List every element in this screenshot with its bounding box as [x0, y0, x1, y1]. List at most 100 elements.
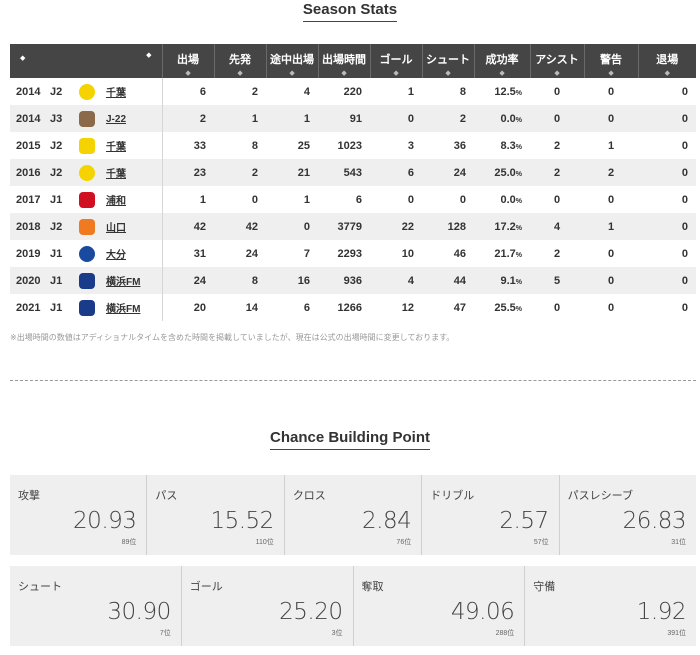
- yellow-card-cell: 0: [607, 193, 615, 206]
- cb-rank: 110位: [255, 539, 274, 546]
- cb-label: 守備: [533, 581, 556, 593]
- column-header[interactable]: シュート ◆: [422, 44, 475, 78]
- year-cell: 2014: [16, 85, 41, 98]
- cb-label: ドリブル: [430, 490, 475, 502]
- team-emblem-icon: [72, 78, 102, 105]
- stat-cell: 8: [214, 267, 267, 294]
- stat-cell: 33: [193, 139, 207, 152]
- team-link[interactable]: 山口: [106, 223, 126, 234]
- stat-cell: 0: [407, 193, 415, 206]
- column-header[interactable]: 先発 ◆: [214, 44, 267, 78]
- team-link[interactable]: 大分: [106, 250, 126, 261]
- table-row: 2017 J1 浦和 1 0 1 6 0 0 0.0% 0 0 0: [10, 186, 696, 213]
- stat-cell: 44: [422, 267, 475, 294]
- team-emblem-icon: [72, 105, 102, 132]
- yellow-card-cell: 0: [584, 267, 639, 294]
- table-body: 2014 J2 千葉 6 2 4 220 1 8 12.5% 0 0 0 2014 J3 J-22 2 1 1 91 0…: [10, 78, 697, 321]
- cb-value: 20.93: [73, 508, 137, 534]
- league-cell: J2: [50, 159, 72, 186]
- stat-cell: 0: [251, 193, 259, 206]
- column-header[interactable]: 警告 ◆: [584, 44, 639, 78]
- assist-cell: 0: [553, 193, 561, 206]
- red-card-cell: 0: [681, 247, 689, 260]
- stat-cell: 23: [162, 159, 215, 186]
- team-link[interactable]: 千葉: [106, 142, 126, 153]
- section-divider: [10, 380, 696, 381]
- cb-value: 26.83: [622, 508, 687, 534]
- cb-label: ゴール: [189, 581, 223, 593]
- stat-cell: 16: [266, 267, 319, 294]
- red-card-cell: 0: [638, 267, 697, 294]
- cb-rank: 288位: [495, 630, 515, 637]
- table-row: 2014 J2 千葉 6 2 4 220 1 8 12.5% 0 0 0: [10, 78, 696, 105]
- team-link[interactable]: 浦和: [106, 196, 126, 207]
- stat-cell: 46: [453, 247, 467, 260]
- chance-building-cell: 守備 1.92 391位: [525, 566, 696, 646]
- yellow-card-cell: 0: [607, 85, 615, 98]
- sort-icon: ◆: [289, 70, 295, 77]
- stat-cell: 1023: [337, 139, 363, 152]
- stat-cell: 220: [343, 85, 363, 98]
- league-cell: J2: [50, 85, 63, 98]
- stat-cell: 4: [370, 267, 423, 294]
- league-cell: J3: [50, 105, 72, 132]
- stat-cell: 14: [245, 301, 259, 314]
- team-emblem-icon: [72, 294, 102, 321]
- team-link[interactable]: 千葉: [106, 88, 126, 99]
- yellow-card-cell: 1: [607, 139, 615, 152]
- chance-building-title: Chance Building Point: [270, 428, 430, 450]
- sort-icon: ◆: [20, 55, 26, 62]
- sort-icon: ◆: [608, 70, 614, 77]
- stat-cell: 6: [370, 159, 423, 186]
- stat-cell: 91: [318, 105, 371, 132]
- pct-cell: 25.5%: [494, 301, 523, 314]
- stat-cell: 3779: [318, 213, 371, 240]
- sort-header-team[interactable]: ◆ ◆: [10, 44, 163, 78]
- year-cell: 2016: [10, 159, 50, 186]
- stat-cell: 2: [422, 105, 475, 132]
- assist-cell: 5: [530, 267, 585, 294]
- cb-value: 30.90: [107, 599, 171, 625]
- assist-cell: 4: [530, 213, 585, 240]
- column-header[interactable]: 成功率 ◆: [474, 44, 531, 78]
- stat-cell: 2: [214, 159, 267, 186]
- team-cell: 山口: [102, 213, 163, 240]
- yellow-card-cell: 0: [584, 105, 639, 132]
- table-row: 2019 J1 大分 31 24 7 2293 10 46 21.7% 2 0 0: [10, 240, 696, 267]
- chance-building-row: 攻撃 20.93 89位 パス 15.52 110位 クロス 2.84 76位 ドリブル 2.57 5…: [10, 475, 696, 555]
- cb-rank: 76位: [396, 539, 412, 546]
- chance-building-cell: クロス 2.84 76位: [285, 475, 423, 555]
- year-cell: 2020: [10, 267, 50, 294]
- year-cell: 2014: [10, 105, 50, 132]
- cb-value: 1.92: [636, 599, 687, 625]
- team-link[interactable]: 横浜FM: [106, 304, 141, 315]
- column-header[interactable]: ゴール ◆: [370, 44, 423, 78]
- stat-cell: 47: [453, 301, 467, 314]
- stat-cell: 3: [407, 139, 415, 152]
- table-row: 2016 J2 千葉 23 2 21 543 6 24 25.0% 2 2 0: [10, 159, 697, 186]
- cb-rank: 7位: [159, 630, 171, 637]
- stat-cell: 8: [459, 85, 467, 98]
- pct-cell: 12.5%: [494, 85, 523, 98]
- team-link[interactable]: 千葉: [106, 169, 126, 180]
- sort-icon: ◆: [341, 70, 347, 77]
- cb-value: 49.06: [450, 599, 515, 625]
- stat-cell: 0: [370, 105, 423, 132]
- yellow-card-cell: 0: [607, 301, 615, 314]
- assist-cell: 2: [553, 139, 561, 152]
- league-cell: J1: [50, 267, 72, 294]
- column-header[interactable]: 途中出場 ◆: [266, 44, 319, 78]
- stat-cell: 22: [370, 213, 423, 240]
- league-cell: J2: [50, 139, 63, 152]
- stat-cell: 128: [422, 213, 475, 240]
- stat-cell: 6: [355, 193, 363, 206]
- stat-cell: 6: [303, 301, 311, 314]
- column-header[interactable]: 退場 ◆: [638, 44, 697, 78]
- team-cell: 大分: [102, 240, 163, 267]
- column-header[interactable]: アシスト ◆: [530, 44, 585, 78]
- team-emblem-icon: [72, 213, 102, 240]
- column-header[interactable]: 出場時間 ◆: [318, 44, 371, 78]
- team-link[interactable]: J-22: [106, 113, 127, 125]
- column-header[interactable]: 出場 ◆: [162, 44, 215, 78]
- team-link[interactable]: 横浜FM: [106, 277, 141, 288]
